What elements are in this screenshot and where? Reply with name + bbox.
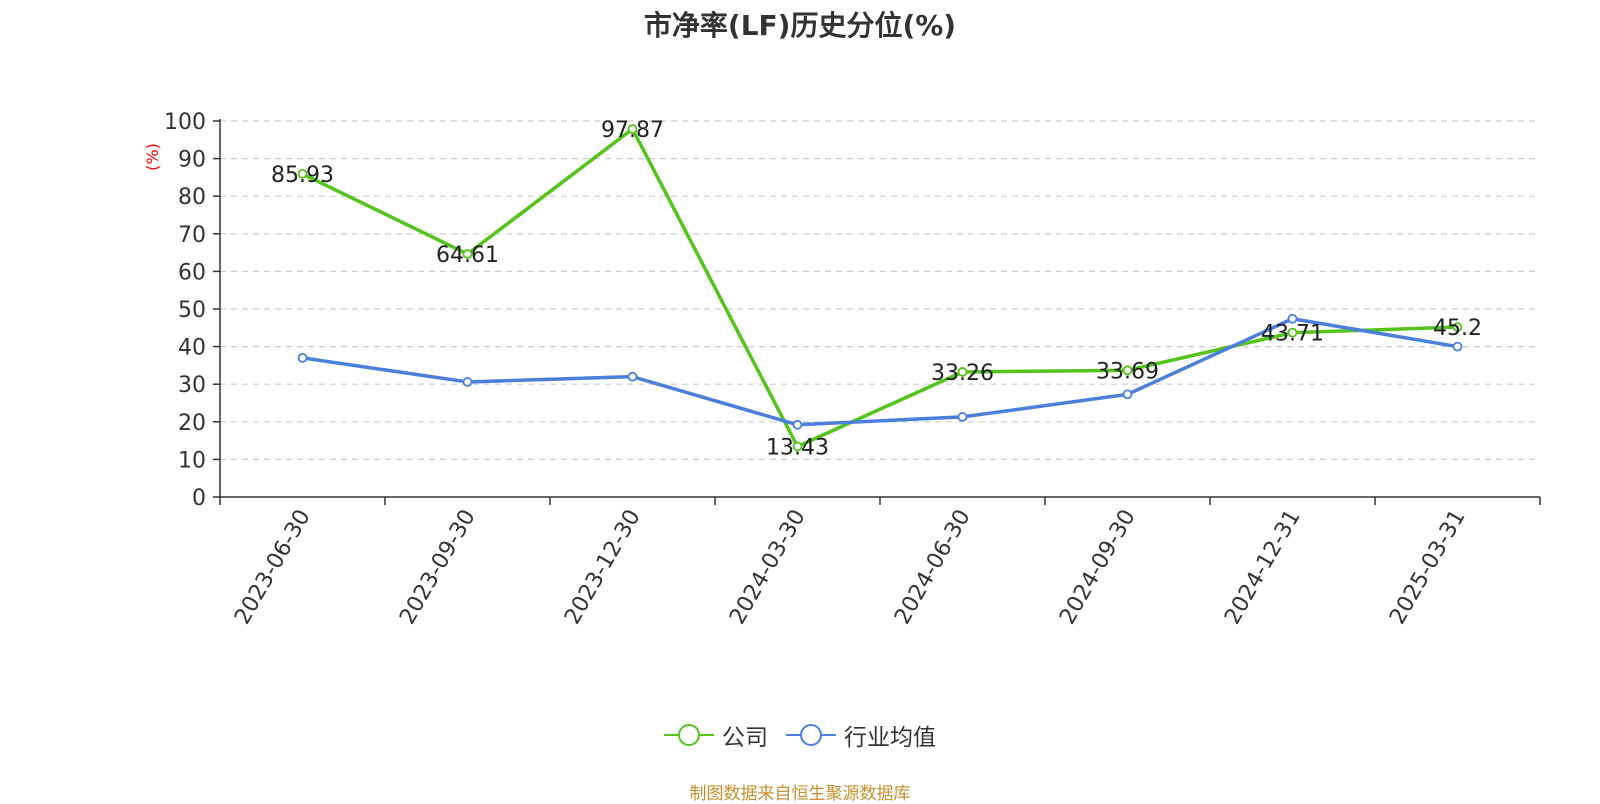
y-axis-ticks: 0 10 20 30 40 50 60 70 80 90 100	[164, 110, 220, 511]
data-label: 43.71	[1261, 322, 1324, 347]
axes: (%)	[143, 119, 1540, 498]
data-point	[792, 419, 803, 430]
data-point	[627, 371, 638, 382]
data-point	[1122, 365, 1133, 376]
data-point	[957, 367, 968, 377]
data-point	[627, 124, 638, 134]
data-point	[462, 249, 473, 259]
y-tick-label: 100	[164, 110, 206, 135]
data-label: 45.2	[1433, 316, 1482, 341]
series-line-industry-average	[302, 317, 1458, 427]
data-label: 13.43	[766, 436, 829, 461]
legend-item-industry-average[interactable]: 行业均值	[786, 718, 936, 752]
series-lines	[297, 124, 1463, 452]
y-tick-label: 60	[178, 260, 206, 285]
x-axis-ticks: 2023-06-30 2023-09-30 2023-12-30 2024-03-30…	[219, 497, 1541, 629]
data-label: 33.69	[1096, 359, 1159, 384]
y-tick-label: 50	[178, 298, 206, 323]
y-tick-label: 90	[178, 148, 206, 173]
data-point	[1122, 389, 1133, 400]
x-tick-label: 2023-09-30	[395, 506, 481, 629]
data-label: 97.87	[601, 118, 664, 143]
x-tick-label: 2024-03-30	[725, 506, 811, 629]
data-label: 85.93	[271, 163, 334, 188]
x-tick-label: 2024-09-30	[1055, 506, 1141, 629]
legend-label-company: 公司	[722, 725, 768, 751]
data-point	[792, 441, 803, 452]
source-note: 制图数据来自恒生聚源数据库	[689, 784, 911, 804]
data-label: 64.61	[436, 243, 499, 268]
x-tick-label: 2023-12-30	[560, 506, 646, 629]
data-point	[297, 352, 308, 363]
x-tick-label: 2023-06-30	[230, 506, 316, 629]
y-tick-label: 80	[178, 185, 206, 210]
data-point	[462, 377, 473, 387]
x-tick-label: 2024-06-30	[890, 506, 976, 629]
x-tick-label: 2025-03-31	[1385, 506, 1471, 629]
legend-label-industry-average: 行业均值	[844, 725, 936, 751]
data-point	[1287, 327, 1298, 338]
chart-title: 市净率(LF)历史分位(%)	[643, 9, 957, 42]
data-point	[1452, 322, 1463, 332]
series-line-company	[301, 127, 1458, 449]
y-tick-label: 10	[178, 448, 206, 473]
data-point	[1452, 341, 1463, 352]
legend-company-circle-icon	[664, 724, 714, 746]
y-axis-unit-label: (%)	[143, 143, 162, 171]
legend: 公司 行业均值	[0, 718, 1600, 752]
data-labels: 85.93 64.61 97.87 13.43 33.26 33.69 43.71 45.2	[271, 118, 1482, 460]
legend-item-company[interactable]: 公司	[664, 718, 768, 752]
y-tick-label: 0	[192, 486, 206, 511]
data-point	[1287, 313, 1298, 324]
legend-industry-circle-icon	[786, 724, 836, 746]
y-tick-label: 20	[178, 411, 206, 436]
y-tick-label: 40	[178, 336, 206, 361]
x-tick-label: 2024-12-31	[1220, 506, 1306, 629]
y-tick-label: 30	[178, 373, 206, 398]
data-point	[957, 412, 968, 422]
data-label: 33.26	[931, 361, 994, 386]
y-tick-label: 70	[178, 223, 206, 248]
data-point	[297, 169, 308, 179]
